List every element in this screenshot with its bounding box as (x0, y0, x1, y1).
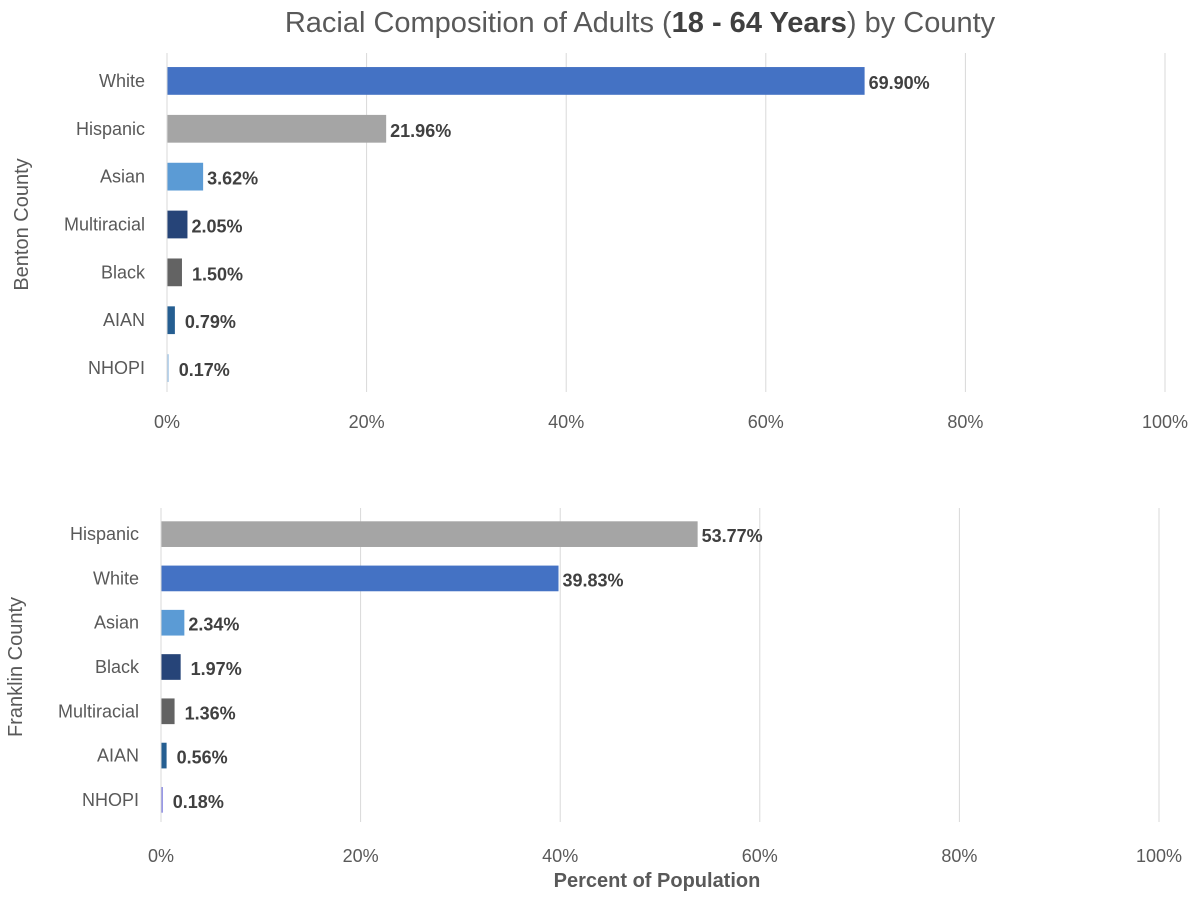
x-tick-label: 60% (742, 846, 778, 866)
x-tick-label: 80% (947, 412, 983, 432)
bar-asian (161, 609, 185, 636)
value-label: 1.97% (191, 659, 242, 679)
x-axis-title: Percent of Population (554, 870, 761, 892)
value-label: 0.17% (179, 360, 230, 380)
y-axis-title: Franklin County (5, 597, 27, 737)
bar-multiracial (167, 210, 188, 239)
chart-title-bold: 18 - 64 Years (672, 7, 847, 39)
category-label: Multiracial (58, 701, 139, 721)
x-tick-label: 0% (154, 412, 180, 432)
value-label: 0.79% (185, 312, 236, 332)
x-tick-label: 80% (941, 846, 977, 866)
bar-white (161, 565, 559, 592)
bar-black (161, 654, 181, 680)
category-label: Black (101, 262, 146, 282)
category-label: Multiracial (64, 215, 145, 235)
bar-hispanic (167, 114, 387, 143)
value-label: 0.18% (173, 792, 224, 812)
category-label: Hispanic (70, 524, 139, 544)
bar-nhopi (161, 787, 163, 813)
x-tick-label: 0% (148, 846, 174, 866)
category-label: Asian (100, 167, 145, 187)
x-tick-label: 60% (748, 412, 784, 432)
bar-black (167, 258, 182, 287)
x-tick-label: 20% (349, 412, 385, 432)
x-tick-label: 100% (1136, 846, 1182, 866)
y-axis-title: Benton County (11, 158, 33, 290)
x-tick-label: 40% (542, 846, 578, 866)
chart-title: Racial Composition of Adults (18 - 64 Ye… (285, 7, 996, 39)
x-tick-label: 20% (343, 846, 379, 866)
category-label: White (93, 568, 139, 588)
value-label: 53.77% (702, 526, 763, 546)
value-label: 3.62% (207, 169, 258, 189)
value-label: 69.90% (869, 73, 930, 93)
category-label: NHOPI (82, 790, 139, 810)
x-tick-label: 40% (548, 412, 584, 432)
bar-aian (161, 742, 167, 769)
bar-hispanic (161, 521, 698, 547)
franklin-county-panel: 0% 20% 40% 60% 80% 100% Hispanic 53.77% White 39.… (5, 508, 1182, 866)
value-label: 2.05% (191, 217, 242, 237)
category-label: NHOPI (88, 358, 145, 378)
category-label: AIAN (97, 746, 139, 766)
bar-nhopi (167, 354, 169, 382)
chart-title-suffix: ) by County (847, 7, 996, 39)
bar-multiracial (161, 698, 175, 725)
category-label: Asian (94, 613, 139, 633)
category-label: White (99, 71, 145, 91)
value-label: 0.56% (177, 748, 228, 768)
bar-asian (167, 162, 204, 191)
bar-aian (167, 306, 175, 335)
chart-title-prefix: Racial Composition of Adults ( (285, 7, 672, 39)
category-label: Black (95, 657, 140, 677)
value-label: 39.83% (563, 570, 624, 590)
category-label: AIAN (103, 310, 145, 330)
benton-county-panel: 0% 20% 40% 60% 80% 100% White 69.90% Hispanic 21.… (11, 53, 1188, 432)
category-label: Hispanic (76, 119, 145, 139)
x-tick-label: 100% (1142, 412, 1188, 432)
value-label: 1.36% (185, 703, 236, 723)
value-label: 21.96% (390, 121, 451, 141)
value-label: 2.34% (188, 615, 239, 635)
bar-white (167, 67, 865, 95)
value-label: 1.50% (192, 264, 243, 284)
